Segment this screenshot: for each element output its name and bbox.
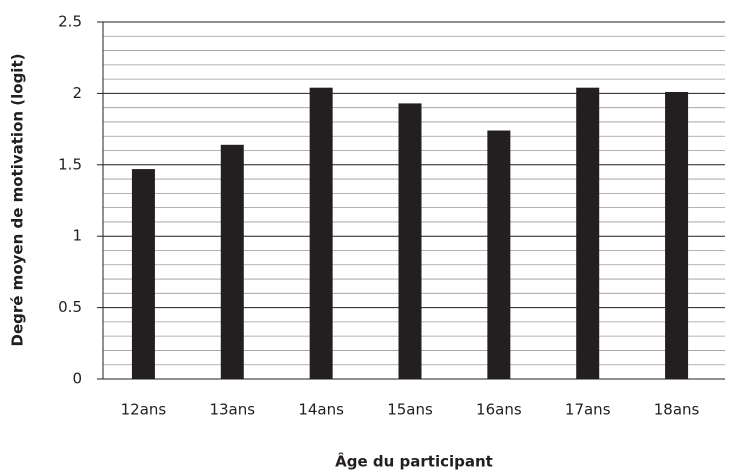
- x-axis-title: Âge du participant: [335, 452, 493, 471]
- y-tick-label: 1: [72, 227, 82, 245]
- x-tick-label: 14ans: [298, 401, 344, 419]
- bar: [220, 144, 244, 379]
- bar: [665, 91, 689, 380]
- bar: [398, 103, 422, 380]
- bar: [576, 87, 600, 380]
- y-tick-label: 1.5: [58, 155, 82, 173]
- bar: [487, 130, 511, 379]
- x-tick-label: 13ans: [209, 401, 255, 419]
- y-tick-label: 0: [72, 370, 82, 388]
- x-tick-label: 12ans: [121, 401, 167, 419]
- y-tick-label: 2.5: [58, 13, 82, 31]
- x-tick-label: 18ans: [654, 401, 700, 419]
- x-tick-label: 17ans: [565, 401, 611, 419]
- x-tick-label: 16ans: [476, 401, 522, 419]
- bar: [309, 87, 333, 380]
- bar: [131, 169, 155, 379]
- y-tick-label: 2: [72, 84, 82, 102]
- x-tick-label: 15ans: [387, 401, 433, 419]
- y-axis-title: Degré moyen de motivation (logit): [9, 54, 27, 347]
- y-tick-label: 0.5: [58, 298, 82, 316]
